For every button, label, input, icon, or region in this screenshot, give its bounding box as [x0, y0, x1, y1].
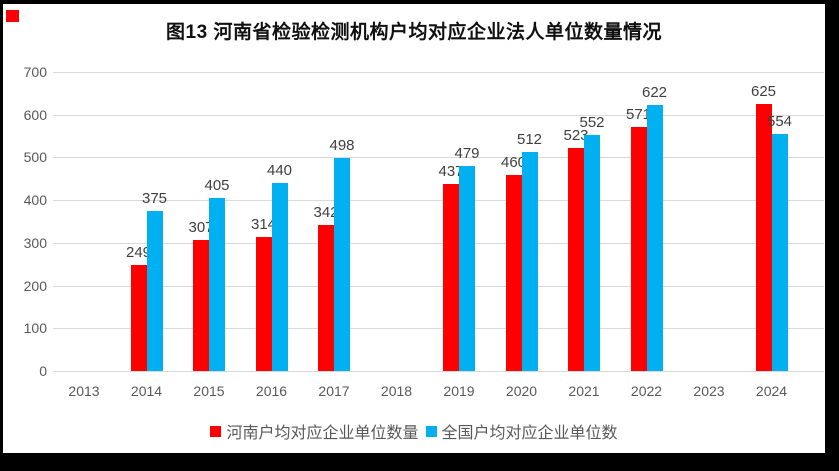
y-tick-label: 200: [23, 278, 47, 294]
bar-national: [771, 134, 788, 371]
legend-swatch-icon: [210, 425, 222, 437]
bar-national: [646, 105, 663, 371]
x-tick-label: 2019: [443, 383, 475, 399]
x-tick-label: 2023: [693, 383, 725, 399]
chart-panel: 图13 河南省检验检测机构户均对应企业法人单位数量情况 0 100 200 300 40…: [3, 4, 825, 453]
x-tick-label: 2022: [630, 383, 663, 399]
gridline: [53, 286, 824, 287]
bar-national: [521, 152, 538, 371]
bar-national: [334, 158, 350, 371]
y-tick-label: 600: [23, 107, 47, 123]
bar-value-label: 375: [141, 190, 168, 207]
legend-label: 河南户均对应企业单位数量: [226, 425, 419, 442]
bar-henan: [318, 225, 334, 371]
legend-swatch-icon: [425, 425, 437, 437]
y-tick-label: 700: [23, 64, 47, 80]
bar-value-label: 498: [329, 137, 355, 154]
chart-title: 图13 河南省检验检测机构户均对应企业法人单位数量情况: [166, 22, 662, 43]
bar-value-label: 307: [188, 219, 214, 236]
y-tick-label: 0: [39, 363, 47, 379]
legend-item: 全国户均对应企业单位数: [425, 419, 618, 443]
bar-value-label: 523: [563, 127, 589, 144]
x-tick-label: 2021: [568, 383, 600, 399]
bar-value-label: 437: [438, 163, 464, 180]
y-tick-label: 100: [23, 320, 47, 336]
y-tick-label: 500: [23, 149, 47, 165]
bar-value-label: 460: [500, 154, 527, 171]
plot-area: 0 100 200 300 400 500 600 700 2013 2014 249 375 2015…: [3, 4, 825, 453]
x-tick-label: 2015: [193, 383, 225, 399]
bar-national: [209, 198, 225, 371]
bar-henan: [505, 175, 522, 371]
gridline: [53, 200, 824, 201]
bar-value-label: 622: [641, 84, 668, 101]
bar-value-label: 554: [766, 113, 793, 130]
bar-national: [459, 166, 475, 371]
bar-national: [584, 135, 600, 371]
bar-henan: [568, 148, 584, 371]
gridline: [53, 115, 824, 116]
x-tick-label: 2013: [68, 383, 100, 399]
bar-national: [146, 211, 163, 371]
x-tick-label: 2017: [318, 383, 350, 399]
gridline: [53, 371, 824, 372]
bar-henan: [630, 127, 647, 371]
y-tick-label: 400: [23, 192, 47, 208]
bar-value-label: 440: [266, 162, 293, 179]
gridline: [53, 157, 824, 158]
gridline: [53, 243, 824, 244]
bar-national: [271, 183, 288, 371]
legend-item: 河南户均对应企业单位数量: [210, 419, 419, 443]
bar-value-label: 314: [250, 216, 277, 233]
bar-value-label: 625: [750, 83, 777, 100]
bar-henan: [755, 104, 772, 371]
bar-henan: [255, 237, 272, 371]
bar-value-label: 479: [454, 145, 480, 162]
gridline: [53, 72, 824, 73]
x-tick-label: 2014: [130, 383, 163, 399]
legend-label: 全国户均对应企业单位数: [441, 425, 618, 442]
legend: 河南户均对应企业单位数量 全国户均对应企业单位数: [3, 419, 825, 443]
x-tick-label: 2018: [380, 383, 413, 399]
y-tick-label: 300: [23, 235, 47, 251]
bar-value-label: 512: [516, 131, 543, 148]
bar-value-label: 552: [579, 114, 605, 131]
x-tick-label: 2020: [505, 383, 538, 399]
x-tick-label: 2016: [255, 383, 288, 399]
bar-value-label: 405: [204, 177, 230, 194]
bar-henan: [130, 265, 147, 371]
bar-value-label: 249: [125, 244, 152, 261]
bar-henan: [443, 184, 459, 371]
x-tick-label: 2024: [755, 383, 788, 399]
bar-henan: [193, 240, 209, 371]
bar-value-label: 342: [313, 204, 339, 221]
gridline: [53, 328, 824, 329]
bar-value-label: 571: [625, 106, 652, 123]
red-square-marker: [6, 10, 19, 22]
